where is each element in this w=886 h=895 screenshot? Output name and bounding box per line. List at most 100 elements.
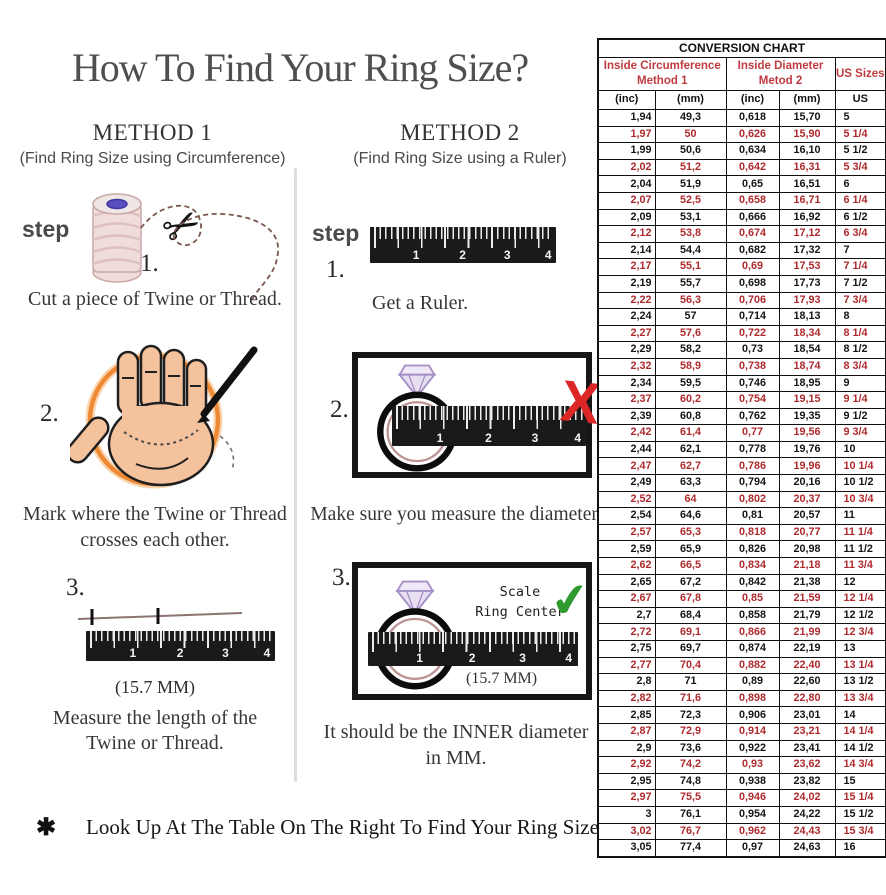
correct-measure-box: Scale Ring Center ✔ 1 2 3 4 (15.7 MM) bbox=[352, 562, 594, 700]
subheader-mm-2: (mm) bbox=[778, 90, 836, 110]
cell-us-size: 11 1/2 bbox=[834, 540, 886, 559]
table-row: 2,19 55,7 0,698 17,73 7 1/2 bbox=[597, 274, 886, 293]
cell-circumference-inc: 2,29 bbox=[597, 341, 656, 359]
cell-circumference-inc: 2,44 bbox=[597, 440, 656, 459]
cell-circumference-inc: 2,49 bbox=[597, 474, 656, 492]
cell-us-size: 15 1/2 bbox=[834, 805, 886, 824]
cell-diameter-inc: 0,818 bbox=[725, 523, 780, 542]
method2-step-label: step bbox=[312, 220, 360, 246]
cell-circumference-mm: 51,9 bbox=[654, 175, 727, 193]
cell-circumference-inc: 2,07 bbox=[597, 191, 656, 210]
cell-diameter-inc: 0,666 bbox=[725, 208, 780, 227]
cell-diameter-mm: 22,60 bbox=[778, 673, 836, 691]
cell-circumference-inc: 2,47 bbox=[597, 457, 656, 476]
cell-us-size: 11 1/4 bbox=[834, 523, 886, 542]
cell-us-size: 12 1/2 bbox=[834, 606, 886, 625]
cell-diameter-inc: 0,714 bbox=[725, 308, 780, 326]
cell-circumference-mm: 56,3 bbox=[654, 291, 727, 310]
cell-diameter-inc: 0,77 bbox=[725, 424, 780, 442]
cell-diameter-mm: 16,10 bbox=[778, 142, 836, 160]
table-row: 2,87 72,9 0,914 23,21 14 1/4 bbox=[597, 722, 886, 741]
conversion-chart: CONVERSION CHART Inside Circumference Me… bbox=[597, 38, 886, 858]
table-row: 2,67 67,8 0,85 21,59 12 1/4 bbox=[597, 590, 886, 608]
cell-diameter-inc: 0,898 bbox=[725, 689, 780, 708]
diamond-icon bbox=[395, 590, 435, 615]
table-row: 3 76,1 0,954 24,22 15 1/2 bbox=[597, 805, 886, 824]
cell-circumference-mm: 67,2 bbox=[654, 573, 727, 592]
cell-circumference-mm: 76,7 bbox=[654, 822, 727, 841]
dashed-thread bbox=[140, 204, 279, 301]
cell-diameter-inc: 0,954 bbox=[725, 805, 780, 824]
cell-us-size: 6 1/4 bbox=[834, 191, 886, 210]
ruler-number: 3 bbox=[519, 651, 526, 665]
table-row: 2,54 64,6 0,81 20,57 11 bbox=[597, 507, 886, 525]
method1-step2-line1: Mark where the Twine or Thread bbox=[23, 503, 287, 525]
twine-spool-illustration: ✂ bbox=[92, 193, 279, 301]
cell-diameter-mm: 21,79 bbox=[778, 606, 836, 625]
cell-circumference-mm: 73,6 bbox=[654, 739, 727, 758]
cell-diameter-inc: 0,634 bbox=[725, 142, 780, 160]
cell-circumference-inc: 2,09 bbox=[597, 208, 656, 227]
cell-diameter-inc: 0,762 bbox=[725, 407, 780, 426]
cell-circumference-mm: 54,4 bbox=[654, 241, 727, 260]
cell-circumference-inc: 2,19 bbox=[597, 274, 656, 293]
cell-diameter-mm: 19,15 bbox=[778, 391, 836, 409]
table-row: 2,37 60,2 0,754 19,15 9 1/4 bbox=[597, 391, 886, 409]
method1-step3-line2: Twine or Thread. bbox=[86, 732, 224, 754]
table-row: 2,34 59,5 0,746 18,95 9 bbox=[597, 374, 886, 393]
table-row: 2,8 71 0,89 22,60 13 1/2 bbox=[597, 673, 886, 691]
cell-diameter-inc: 0,682 bbox=[725, 241, 780, 260]
cell-circumference-mm: 58,9 bbox=[654, 357, 727, 376]
cell-diameter-inc: 0,69 bbox=[725, 258, 780, 276]
table-row: 2,17 55,1 0,69 17,53 7 1/4 bbox=[597, 258, 886, 276]
check-icon: ✔ bbox=[548, 572, 594, 629]
ruler-number: 1 bbox=[129, 646, 137, 660]
cell-diameter-inc: 0,882 bbox=[725, 656, 780, 675]
measure-dashed-arc bbox=[123, 429, 199, 446]
cell-circumference-mm: 50,6 bbox=[654, 142, 727, 160]
cell-us-size: 8 1/2 bbox=[834, 341, 886, 359]
cell-circumference-mm: 51,2 bbox=[654, 158, 727, 177]
cell-diameter-mm: 21,18 bbox=[778, 557, 836, 575]
ruler-number: 3 bbox=[503, 248, 511, 262]
conversion-table-body: 1,94 49,3 0,618 15,70 5 1,97 50 0,626 15… bbox=[597, 109, 886, 858]
cell-circumference-inc: 1,99 bbox=[597, 142, 656, 160]
ruler-number: 3 bbox=[222, 646, 229, 660]
group1-line2: Method 1 bbox=[637, 75, 688, 87]
ruler-ticks bbox=[372, 632, 575, 652]
cell-circumference-mm: 49,3 bbox=[654, 109, 727, 127]
ruler-in-box: 1 2 3 4 bbox=[368, 632, 578, 666]
cell-circumference-mm: 69,1 bbox=[654, 623, 727, 641]
cell-us-size: 13 1/2 bbox=[834, 673, 886, 691]
cell-diameter-mm: 19,76 bbox=[778, 440, 836, 459]
cell-circumference-inc: 1,94 bbox=[597, 109, 656, 127]
cell-diameter-inc: 0,65 bbox=[725, 175, 780, 193]
table-row: 2,92 74,2 0,93 23,62 14 3/4 bbox=[597, 756, 886, 774]
group2-line2: Metod 2 bbox=[758, 75, 803, 87]
ruler-number: 4 bbox=[565, 651, 573, 665]
cell-diameter-mm: 15,90 bbox=[778, 125, 836, 144]
method1-step2-line2: crosses each other. bbox=[80, 529, 230, 551]
measured-thread bbox=[77, 608, 243, 625]
cell-us-size: 15 1/4 bbox=[834, 789, 886, 807]
cell-diameter-mm: 17,53 bbox=[778, 258, 836, 276]
table-row: 2,14 54,4 0,682 17,32 7 bbox=[597, 241, 886, 260]
cell-circumference-mm: 76,1 bbox=[654, 805, 727, 824]
ruler-ticks bbox=[374, 227, 553, 248]
cell-circumference-inc: 2,22 bbox=[597, 291, 656, 310]
ruler-number: 4 bbox=[574, 431, 582, 445]
cell-circumference-inc: 2,72 bbox=[597, 623, 656, 641]
cell-circumference-inc: 2,57 bbox=[597, 523, 656, 542]
table-row: 2,24 57 0,714 18,13 8 bbox=[597, 308, 886, 326]
cell-diameter-inc: 0,746 bbox=[725, 374, 780, 393]
cell-diameter-mm: 19,96 bbox=[778, 457, 836, 476]
cell-diameter-mm: 21,59 bbox=[778, 590, 836, 608]
cell-circumference-inc: 2,75 bbox=[597, 640, 656, 658]
method2-subheading: (Find Ring Size using a Ruler) bbox=[353, 150, 567, 167]
table-row: 2,97 75,5 0,946 24,02 15 1/4 bbox=[597, 789, 886, 807]
method1-step2-number: 2. bbox=[40, 400, 59, 427]
cell-us-size: 13 3/4 bbox=[834, 689, 886, 708]
table-row: 2,57 65,3 0,818 20,77 11 1/4 bbox=[597, 523, 886, 542]
cell-us-size: 14 1/2 bbox=[834, 739, 886, 758]
method2-heading: METHOD 2 bbox=[400, 120, 520, 145]
